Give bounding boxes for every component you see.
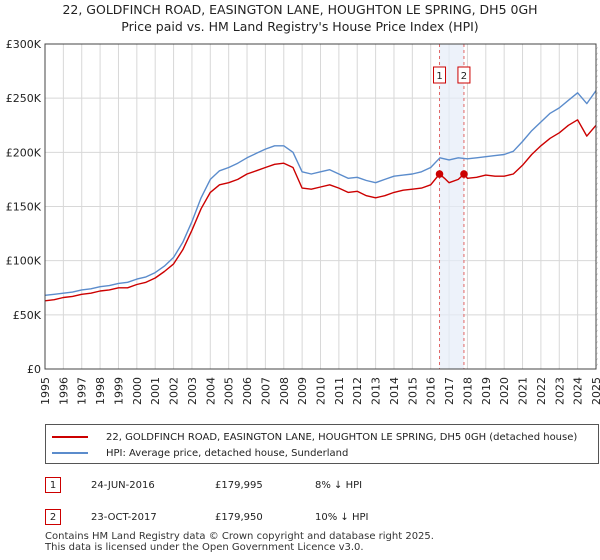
sale-label-text: 2 [461, 71, 467, 82]
sale-span-shade [439, 44, 464, 369]
footer-licence: This data is licensed under the Open Gov… [45, 542, 364, 553]
transaction-hpi-diff: 10% ↓ HPI [315, 511, 369, 523]
x-tick-label: 2008 [278, 377, 291, 405]
footer-copyright: Contains HM Land Registry data © Crown c… [45, 531, 434, 542]
sale-label-box [433, 66, 447, 84]
legend-item-hpi: HPI: Average price, detached house, Sund… [52, 446, 348, 460]
x-tick-label: 2007 [259, 377, 272, 405]
x-tick-label: 2023 [553, 377, 566, 405]
y-tick-label: £50K [13, 309, 42, 322]
plot-frame [44, 43, 597, 370]
x-tick-label: 1997 [76, 377, 89, 405]
x-tick-label: 1999 [112, 377, 125, 405]
x-tick-label: 2001 [149, 377, 162, 405]
legend-swatch-property [52, 436, 88, 438]
transaction-price: £179,995 [215, 479, 263, 491]
transaction-number: 1 [45, 477, 61, 493]
x-tick-label: 2016 [425, 377, 438, 405]
x-tick-label: 2003 [186, 377, 199, 405]
y-tick-label: £100K [6, 255, 42, 268]
y-tick-label: £300K [6, 38, 42, 51]
x-tick-label: 2025 [590, 377, 600, 405]
x-tick-label: 2014 [388, 377, 401, 405]
x-tick-label: 2024 [572, 377, 585, 405]
transaction-price: £179,950 [215, 511, 263, 523]
hpi-series-line [44, 90, 597, 296]
y-tick-label: £150K [6, 201, 42, 214]
x-tick-label: 2005 [223, 377, 236, 405]
x-tick-label: 2017 [443, 377, 456, 405]
sale-point [460, 170, 468, 178]
x-tick-label: 2020 [498, 377, 511, 405]
legend: 22, GOLDFINCH ROAD, EASINGTON LANE, HOUG… [45, 424, 599, 464]
x-tick-label: 2002 [168, 377, 181, 405]
legend-swatch-hpi [52, 452, 88, 454]
transaction-number: 2 [45, 509, 61, 525]
x-tick-label: 2004 [204, 377, 217, 405]
property-series-line [44, 119, 597, 302]
x-tick-label: 2011 [333, 377, 346, 405]
y-tick-label: £0 [27, 363, 41, 376]
transaction-hpi-diff: 8% ↓ HPI [315, 479, 363, 491]
price-chart: 1 2 £0 £50K £100K £150K £200K £250K £300K 1995 19… [6, 38, 600, 405]
chart-subtitle: Price paid vs. HM Land Registry's House … [121, 19, 479, 34]
x-tick-label: 2022 [535, 377, 548, 405]
legend-label-property: 22, GOLDFINCH ROAD, EASINGTON LANE, HOUG… [106, 431, 578, 443]
transaction-date: 24-JUN-2016 [91, 479, 155, 491]
x-tick-label: 2013 [370, 377, 383, 405]
chart-title: 22, GOLDFINCH ROAD, EASINGTON LANE, HOUG… [62, 2, 538, 17]
x-tick-label: 2006 [241, 377, 254, 405]
x-tick-label: 2009 [296, 377, 309, 405]
future-hatch [596, 44, 598, 369]
x-tick-label: 1998 [94, 377, 107, 405]
x-tick-label: 2018 [461, 377, 474, 405]
x-tick-label: 1995 [39, 377, 52, 405]
sale-label-box [457, 66, 471, 84]
legend-item-property: 22, GOLDFINCH ROAD, EASINGTON LANE, HOUG… [52, 430, 577, 444]
legend-label-hpi: HPI: Average price, detached house, Sund… [106, 447, 349, 459]
x-tick-label: 2012 [351, 377, 364, 405]
x-tick-label: 2010 [315, 377, 328, 405]
x-tick-label: 2000 [131, 377, 144, 405]
x-tick-label: 1996 [57, 377, 70, 405]
sale-label-text: 1 [436, 71, 442, 82]
y-tick-label: £250K [6, 92, 42, 105]
x-tick-label: 2015 [406, 377, 419, 405]
sale-point [435, 170, 444, 178]
x-tick-label: 2019 [480, 377, 493, 405]
y-tick-label: £200K [6, 146, 42, 159]
x-tick-label: 2021 [517, 377, 530, 405]
transaction-date: 23-OCT-2017 [91, 511, 157, 523]
